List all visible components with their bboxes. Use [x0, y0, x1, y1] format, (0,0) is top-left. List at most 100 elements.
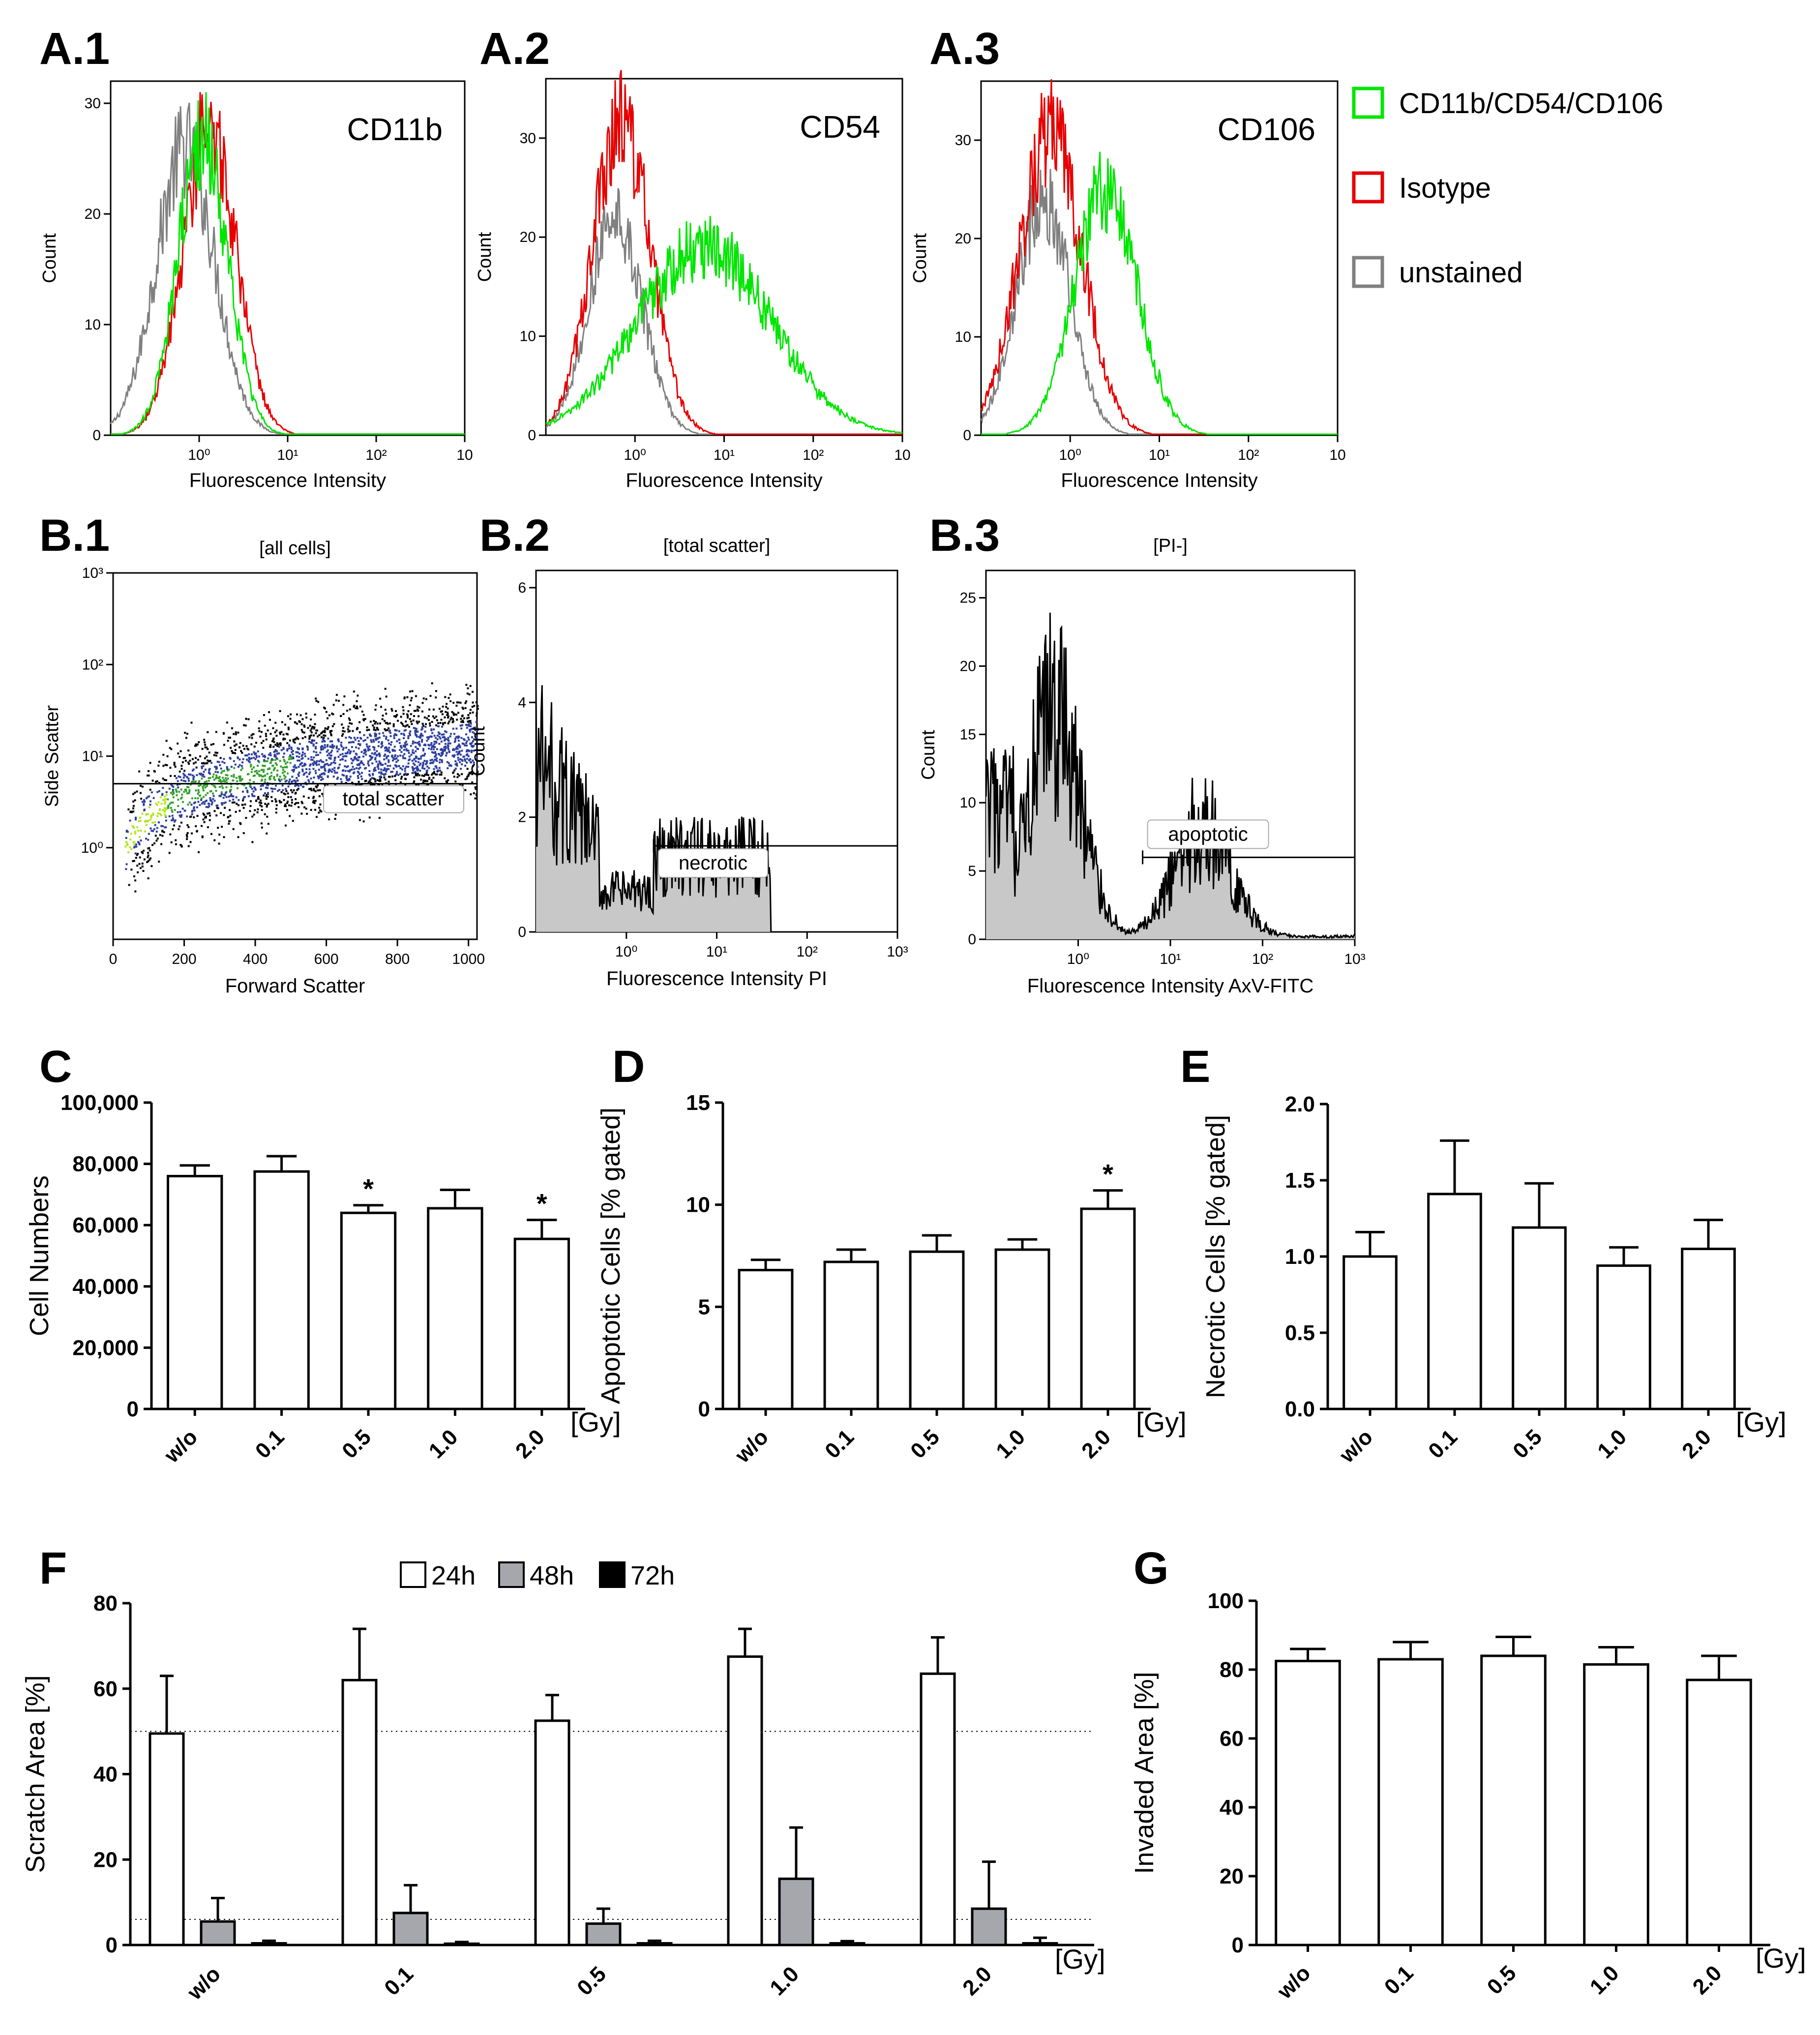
event-dot: [385, 773, 387, 775]
event-dot: [249, 810, 251, 812]
event-dot: [306, 812, 308, 815]
event-dot: [407, 714, 409, 717]
event-dot: [220, 793, 223, 795]
event-dot: [353, 690, 355, 693]
event-dot: [126, 842, 128, 844]
event-dot: [319, 751, 322, 754]
x-tick-label: 0.1: [380, 1962, 418, 2000]
event-dot: [451, 721, 454, 723]
event-dot: [170, 807, 172, 809]
event-dot: [289, 762, 292, 764]
event-dot: [269, 718, 271, 721]
event-dot: [223, 770, 225, 772]
event-dot: [351, 722, 353, 725]
event-dot: [313, 727, 315, 730]
event-dot: [326, 763, 328, 765]
event-dot: [388, 747, 390, 749]
bar: [1583, 1663, 1649, 1946]
event-dot: [257, 765, 259, 767]
event-dot: [350, 757, 353, 760]
event-dot: [440, 755, 442, 757]
bar-24h: [534, 1719, 570, 1946]
event-dot: [210, 833, 212, 835]
event-dot: [233, 801, 236, 804]
event-dot: [184, 780, 187, 782]
event-dot: [476, 774, 478, 777]
event-dot: [279, 731, 281, 734]
event-dot: [250, 771, 253, 773]
y-tick-label: 0: [518, 924, 526, 940]
event-dot: [413, 715, 415, 717]
event-dot: [359, 705, 361, 708]
event-dot: [157, 812, 159, 814]
event-dot: [346, 710, 348, 712]
event-dot: [356, 783, 358, 786]
event-dot: [417, 722, 418, 724]
event-dot: [417, 706, 419, 708]
event-dot: [433, 771, 435, 773]
event-dot: [165, 819, 167, 822]
event-dot: [441, 759, 443, 761]
event-dot: [223, 758, 225, 760]
event-dot: [415, 746, 417, 748]
event-dot: [407, 749, 410, 752]
event-dot: [310, 727, 313, 730]
event-dot: [405, 720, 407, 723]
event-dot: [237, 787, 239, 789]
event-dot: [375, 760, 378, 763]
event-dot: [172, 801, 174, 804]
event-dot: [467, 736, 470, 739]
event-dot: [412, 767, 414, 770]
y-tick-label: 10: [520, 329, 536, 345]
event-dot: [186, 776, 188, 778]
event-dot: [418, 741, 420, 743]
event-dot: [393, 746, 396, 748]
event-dot: [448, 750, 450, 752]
event-dot: [171, 814, 174, 817]
event-dot: [274, 779, 276, 781]
event-dot: [375, 753, 378, 756]
event-dot: [280, 749, 283, 751]
event-dot: [473, 727, 475, 729]
event-dot: [192, 777, 195, 779]
event-dot: [415, 774, 417, 777]
event-dot: [334, 757, 336, 759]
event-dot: [195, 825, 197, 827]
event-dot: [219, 786, 221, 788]
event-dot: [203, 821, 206, 823]
event-dot: [471, 781, 474, 783]
event-dot: [364, 748, 366, 751]
event-dot: [329, 730, 331, 732]
event-dot: [417, 773, 419, 775]
x-axis-label: Fluorescence Intensity AxV-FITC: [1027, 975, 1313, 997]
event-dot: [288, 780, 290, 783]
event-dot: [252, 775, 255, 777]
event-dot: [242, 758, 244, 760]
event-dot: [440, 748, 442, 751]
event-dot: [377, 765, 379, 768]
event-dot: [468, 723, 470, 725]
event-dot: [317, 735, 319, 738]
y-tick-label: 20: [85, 206, 101, 222]
legend-swatch: [599, 1561, 626, 1588]
event-dot: [188, 789, 191, 791]
event-dot: [466, 724, 469, 726]
event-dot: [378, 760, 381, 763]
panel-label-B3: B.3: [929, 510, 1000, 561]
event-dot: [407, 762, 410, 765]
event-dot: [421, 775, 423, 777]
event-dot: [253, 813, 255, 816]
x-tick-label: 600: [314, 951, 339, 967]
event-dot: [291, 776, 294, 778]
event-dot: [421, 741, 423, 743]
event-dot: [158, 760, 160, 763]
event-dot: [321, 745, 323, 747]
event-dot: [373, 726, 375, 729]
event-dot: [303, 806, 306, 808]
event-dot: [302, 774, 305, 776]
event-dot: [374, 709, 377, 711]
event-dot: [132, 810, 135, 813]
event-dot: [180, 821, 182, 824]
event-dot: [408, 755, 411, 758]
